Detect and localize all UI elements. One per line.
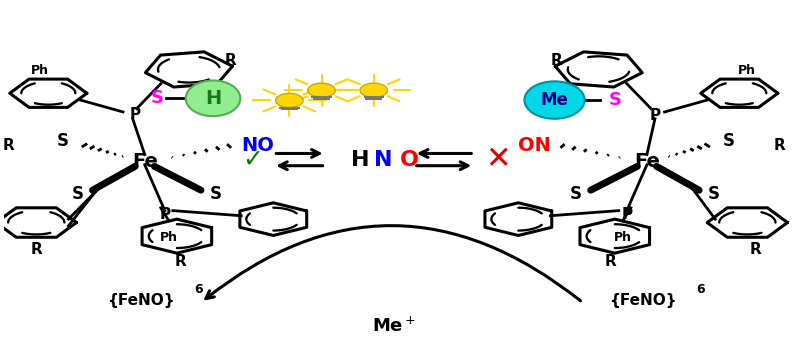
- Text: Me: Me: [540, 91, 569, 109]
- Text: H: H: [351, 150, 370, 169]
- Text: N: N: [374, 150, 392, 169]
- Text: Ph: Ph: [739, 63, 756, 76]
- Text: S: S: [609, 91, 622, 109]
- Text: H: H: [205, 89, 221, 108]
- Text: {FeNO}: {FeNO}: [107, 293, 175, 308]
- Text: NO: NO: [241, 136, 274, 155]
- Text: {FeNO}: {FeNO}: [609, 293, 676, 308]
- Text: S: S: [210, 185, 222, 203]
- Text: ON: ON: [518, 136, 550, 155]
- Text: S: S: [708, 185, 719, 203]
- Text: P: P: [159, 206, 171, 222]
- Text: R: R: [225, 54, 236, 68]
- Ellipse shape: [524, 81, 585, 119]
- Text: R: R: [749, 242, 761, 257]
- Ellipse shape: [360, 83, 388, 97]
- Text: P: P: [650, 108, 660, 123]
- Text: S: S: [57, 132, 69, 150]
- Text: S: S: [150, 90, 163, 107]
- Text: S: S: [723, 132, 735, 150]
- Text: R: R: [2, 139, 14, 153]
- Text: ✕: ✕: [485, 145, 511, 174]
- Text: ✓: ✓: [243, 147, 264, 172]
- Text: Me$^+$: Me$^+$: [372, 317, 416, 336]
- Ellipse shape: [307, 83, 335, 97]
- Text: Ph: Ph: [32, 63, 49, 76]
- Text: R: R: [773, 139, 786, 153]
- Ellipse shape: [276, 93, 303, 108]
- Text: P: P: [621, 206, 633, 222]
- Text: S: S: [72, 185, 84, 203]
- Text: Ph: Ph: [160, 230, 178, 244]
- Ellipse shape: [186, 81, 240, 116]
- Text: 6: 6: [697, 283, 705, 296]
- Text: 6: 6: [194, 283, 203, 296]
- Text: R: R: [31, 242, 42, 257]
- Text: O: O: [400, 150, 419, 169]
- Text: Ph: Ph: [614, 230, 632, 244]
- Text: S: S: [570, 185, 582, 203]
- Text: R: R: [551, 54, 563, 68]
- Text: P: P: [129, 107, 141, 122]
- Text: R: R: [605, 254, 616, 269]
- Text: R: R: [175, 254, 187, 269]
- Text: Fe: Fe: [132, 152, 158, 171]
- Text: Fe: Fe: [634, 152, 660, 171]
